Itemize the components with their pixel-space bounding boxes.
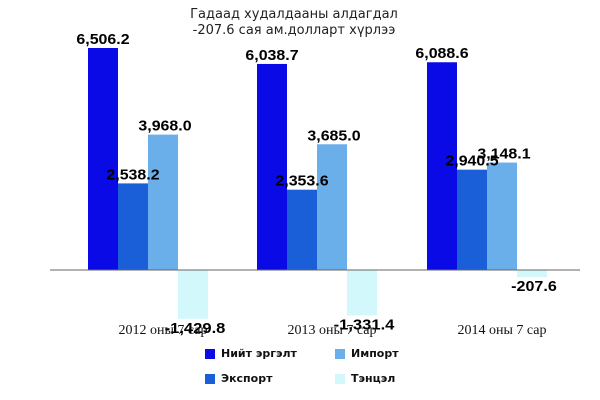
value-label-balance-2: -1,331.4 [334,316,396,333]
legend-item-total: Нийт эргэлт [205,347,297,360]
bar-balance-3 [517,270,547,278]
bar-balance-2 [347,270,377,316]
bar-total-2 [257,63,287,270]
bar-export-2 [287,189,317,270]
value-label-total-2: 6,038.7 [245,47,298,64]
category-label-3: 2014 оны 7 сар [458,323,547,338]
legend-item-export: Экспорт [205,372,272,385]
value-label-total-1: 6,506.2 [76,31,129,48]
bar-export-3 [457,169,487,270]
legend-label-export: Экспорт [221,372,273,385]
legend-swatch-balance [335,373,345,384]
bar-total-3 [427,62,457,270]
category-label-1: 2012 оны 7 сар [119,323,208,338]
value-label-balance-1: -1,429.8 [165,320,226,337]
legend-swatch-total [205,348,215,359]
chart-title: Гадаад худалдааны алдагдал -207.6 сая ам… [190,7,398,38]
bar-balance-1 [178,270,208,319]
value-label-balance-3: -207.6 [511,278,557,295]
legend-label-balance: Тэнцэл [351,372,396,385]
legend-item-balance: Тэнцэл [335,372,395,385]
value-labels-group: 6,506.2 2,538.2 3,968.0 -1,429.8 6,038.7 2,35… [76,31,556,337]
value-label-import-2: 3,685.0 [307,127,360,144]
bar-import-2 [317,144,347,270]
value-label-export-1: 2,538.2 [106,166,159,183]
value-label-import-1: 3,968.0 [138,118,191,135]
value-label-export-2: 2,353.6 [275,173,328,190]
value-label-export-3: 2,940.5 [445,153,498,170]
category-labels-group: 2012 оны 7 сар 2013 оны 7 сар 2014 оны 7 с… [119,323,547,338]
bar-import-1 [148,134,178,270]
bar-import-3 [487,162,517,270]
legend: Нийт эргэлт Импорт Экспорт Тэнцэл [205,347,445,391]
bars-group [88,48,547,319]
legend-swatch-export [205,373,215,384]
chart-title-line-1: Гадаад худалдааны алдагдал [190,7,398,22]
legend-label-total: Нийт эргэлт [221,347,297,360]
legend-item-import: Импорт [335,347,399,360]
bar-export-1 [118,183,148,270]
legend-label-import: Импорт [351,347,399,360]
value-label-total-3: 6,088.6 [415,45,468,62]
chart-title-line-2: -207.6 сая ам.долларт хүрлээ [193,23,396,38]
value-label-import-3: 3,148.1 [477,146,530,163]
bar-total-1 [88,48,118,270]
legend-swatch-import [335,348,345,359]
category-label-2: 2013 оны 7 сар [288,323,377,338]
